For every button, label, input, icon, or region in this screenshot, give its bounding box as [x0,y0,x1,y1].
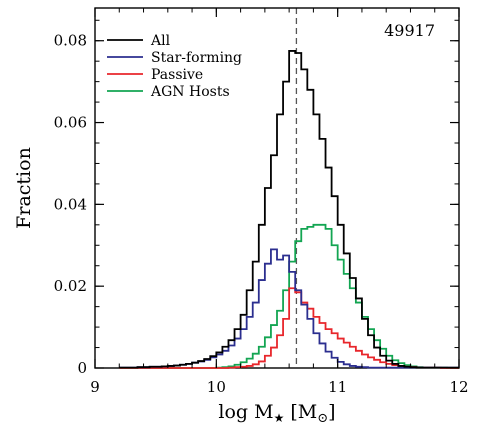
series-line-passive [119,287,459,369]
x-tick-label: 11 [328,378,347,396]
y-tick-label: 0.02 [54,277,87,295]
y-tick-label: 0.08 [54,32,87,50]
y-tick-label: 0 [77,359,87,377]
x-axis-label-unit-subscript: ⊙ [317,411,328,426]
x-axis-label-unit-open: [M [284,401,317,423]
legend-label: Star-forming [151,50,242,66]
y-tick-label: 0.04 [54,195,87,213]
x-axis-label: log M★ [M⊙] [218,401,335,426]
legend-label: All [150,33,171,49]
x-tick-label: 9 [90,378,100,396]
x-axis-label-subscript: ★ [274,411,285,425]
annotation-label: 49917 [384,21,435,40]
series-line-all [119,50,459,369]
series-layer [119,50,459,369]
legend-label: Passive [151,67,203,83]
x-tick-label: 10 [207,378,226,396]
x-axis-label-main: log M [218,401,273,423]
plot-frame [94,7,460,369]
ticks-layer: 9 10 11 12 0 0.02 0.04 0.06 0.08 [54,8,469,396]
y-tick-label: 0.06 [54,114,87,132]
x-axis-label-unit-close: ] [328,401,335,423]
x-tick-label: 12 [449,378,468,396]
y-axis-label: Fraction [13,147,35,229]
legend-label: AGN Hosts [150,84,230,100]
